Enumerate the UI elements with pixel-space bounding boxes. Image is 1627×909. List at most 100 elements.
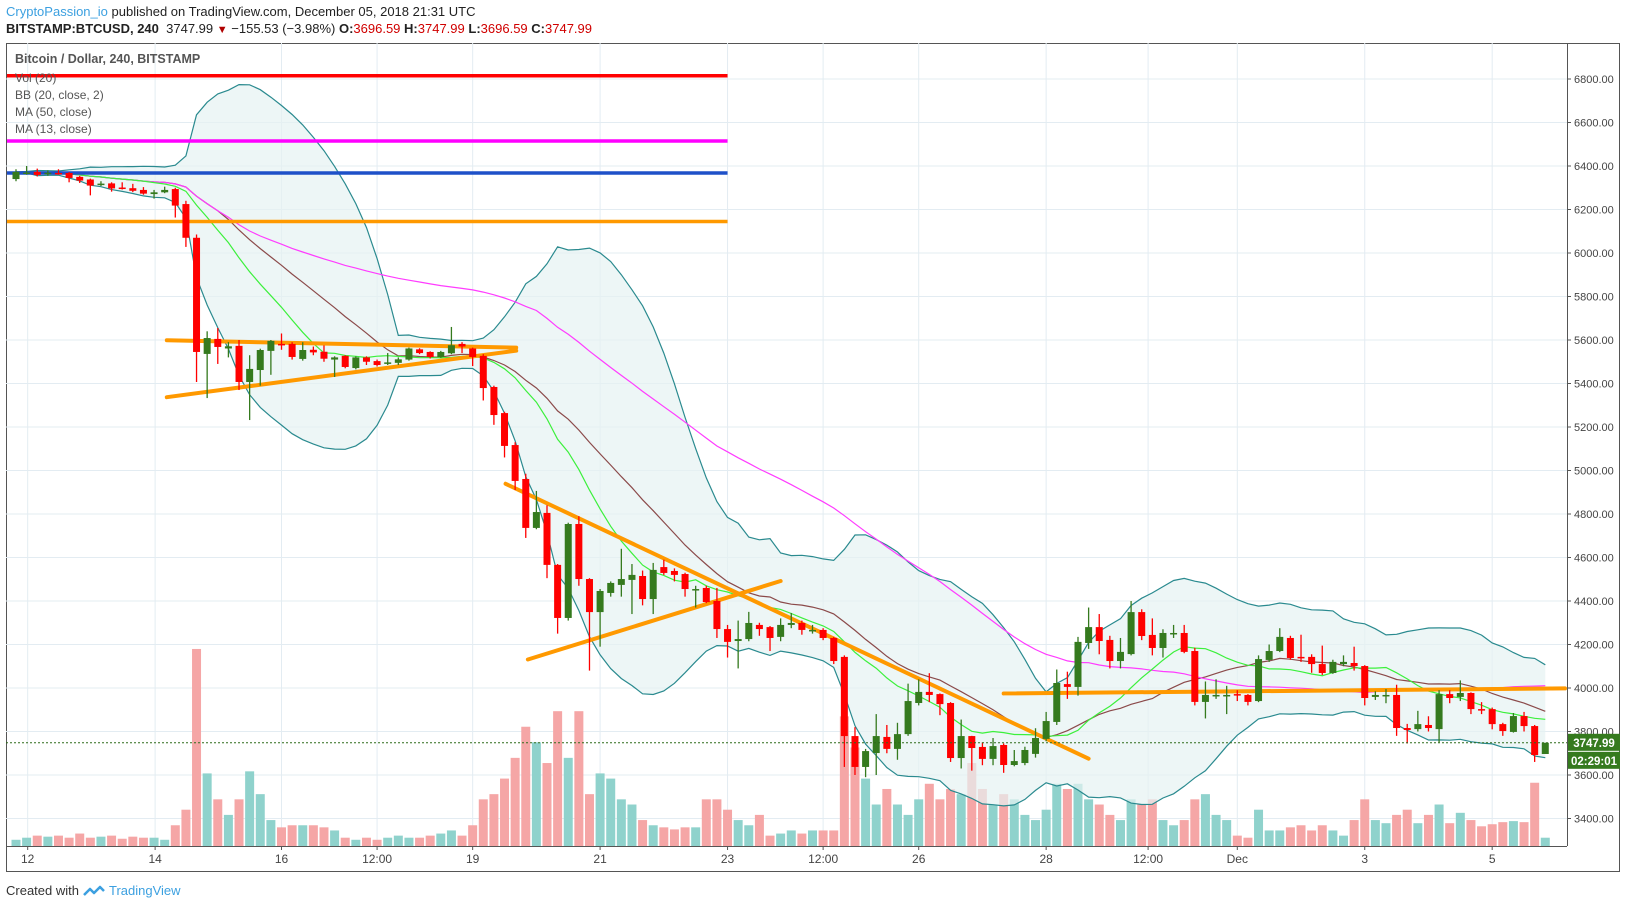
trendline[interactable] xyxy=(1001,686,1567,696)
volume-bar xyxy=(542,763,552,846)
candle xyxy=(1276,628,1284,653)
volume-bar xyxy=(1530,782,1540,846)
volume-bar xyxy=(648,825,658,846)
candle-body xyxy=(1435,694,1443,730)
volume-bar xyxy=(415,837,425,846)
candle xyxy=(65,172,73,183)
volume-bar xyxy=(1031,820,1041,846)
candle xyxy=(416,348,424,355)
volume-bar xyxy=(1073,783,1083,846)
volume-bar xyxy=(128,836,138,846)
candle-body xyxy=(490,386,498,416)
legend-volume[interactable]: Vol (20) xyxy=(15,71,57,85)
candle xyxy=(1414,710,1422,732)
candle xyxy=(405,347,413,361)
candle-body xyxy=(267,340,275,351)
candle-body xyxy=(288,343,296,357)
close-value: 3747.99 xyxy=(545,21,593,36)
trendline[interactable] xyxy=(525,578,783,662)
time-tick-label: 3 xyxy=(1361,852,1368,866)
candle xyxy=(585,578,593,671)
time-axis[interactable]: 12 14 16 12:00 19 21 23 12:00 26 28 12:00 Dec 3 5 xyxy=(21,846,1496,866)
candle-body xyxy=(1308,656,1316,665)
volume-bar xyxy=(266,820,276,846)
volume-bar xyxy=(669,829,679,846)
candle-body xyxy=(256,350,264,371)
candle xyxy=(33,168,41,177)
candle xyxy=(1403,723,1411,744)
candle-body xyxy=(1509,716,1517,732)
volume-bar xyxy=(181,809,191,846)
candle-body xyxy=(766,627,774,638)
volume-bar xyxy=(531,742,541,846)
candle xyxy=(596,589,604,647)
volume-bar xyxy=(351,839,361,846)
candle-body xyxy=(1499,724,1507,732)
price-axis[interactable]: 3400.003600.003800.004000.004200.004400.… xyxy=(1567,74,1614,826)
candle-body xyxy=(862,751,870,767)
candle-body xyxy=(1446,694,1454,699)
volume-bar xyxy=(1328,830,1338,846)
candle xyxy=(1286,635,1294,660)
last-price-badge xyxy=(1568,733,1620,751)
trendline[interactable] xyxy=(164,338,519,350)
candle xyxy=(872,714,880,775)
candle-body xyxy=(830,637,838,662)
candle-body xyxy=(1212,694,1220,697)
candle-body xyxy=(362,357,370,362)
volume-bar xyxy=(808,830,817,846)
candle xyxy=(97,181,105,187)
author-link[interactable]: CryptoPassion_io xyxy=(6,4,108,19)
legend-ma13[interactable]: MA (13, close) xyxy=(15,122,92,136)
volume-bar xyxy=(1169,825,1179,846)
price-tick-label: 4400.00 xyxy=(1574,596,1614,608)
volume-bar xyxy=(446,830,456,846)
candle-body xyxy=(426,351,434,357)
candle xyxy=(1148,618,1156,656)
chart-legend-title[interactable]: Bitcoin / Dollar, 240, BITSTAMP xyxy=(15,52,201,66)
candle-body xyxy=(564,524,572,618)
volume-bar xyxy=(308,825,318,846)
candle-body xyxy=(86,179,94,186)
candle xyxy=(1223,685,1231,715)
legend-ma50[interactable]: MA (50, close) xyxy=(15,105,92,119)
trendline[interactable] xyxy=(164,348,519,400)
candle xyxy=(1393,684,1401,736)
candle-body xyxy=(1340,661,1347,665)
volume-bar xyxy=(1339,835,1348,846)
candle-body xyxy=(1297,656,1305,659)
candle xyxy=(1170,624,1178,638)
volume-bar xyxy=(1211,814,1221,846)
candle-body xyxy=(278,343,285,346)
volume-bar xyxy=(595,773,605,846)
volume-bar xyxy=(53,835,63,846)
close-label: C: xyxy=(531,21,546,36)
candle-body xyxy=(575,524,583,580)
candle-body xyxy=(1063,684,1071,687)
candle xyxy=(1000,743,1008,773)
low-label: L: xyxy=(468,21,481,36)
volume-bar xyxy=(712,799,722,846)
volume-bar xyxy=(393,835,403,846)
volume-bar xyxy=(245,771,255,846)
candle xyxy=(362,356,370,366)
volume-bar xyxy=(521,726,531,846)
candle-body xyxy=(373,361,381,366)
tradingview-link[interactable]: TradingView xyxy=(108,883,181,898)
drawings[interactable] xyxy=(7,73,1567,761)
candle-body xyxy=(161,189,169,193)
volume-bar xyxy=(213,799,223,846)
time-tick-label: 12 xyxy=(21,852,35,866)
legend-bollinger[interactable]: BB (20, close, 2) xyxy=(15,88,104,102)
candle xyxy=(1085,607,1093,649)
candle-body xyxy=(649,569,657,600)
candle-body xyxy=(501,413,509,446)
volume-bar xyxy=(680,827,690,846)
candle-body xyxy=(989,746,997,759)
trendline[interactable] xyxy=(503,481,1091,761)
candle xyxy=(978,742,986,766)
volume-bar xyxy=(850,747,860,846)
time-tick-label: 16 xyxy=(275,852,289,866)
candle-body xyxy=(65,172,73,178)
